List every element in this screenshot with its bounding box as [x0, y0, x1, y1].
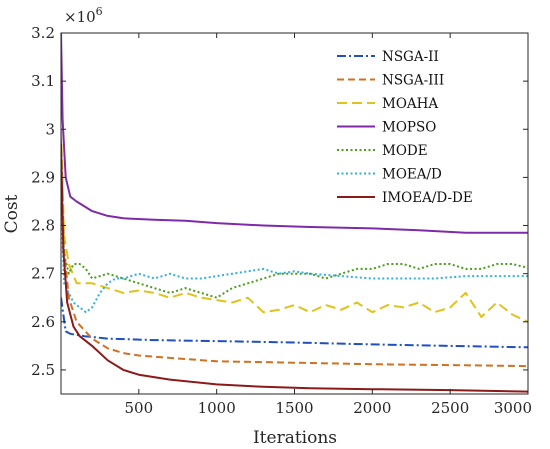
- x-tick-label: 3000: [494, 399, 532, 417]
- x-tick-label: 500: [125, 399, 154, 417]
- legend-label-3: MOAHA: [382, 96, 438, 112]
- series-line-1: [61, 297, 528, 349]
- x-tick-label: 2000: [353, 399, 391, 417]
- y-tick-label: 2.8: [31, 217, 55, 235]
- x-tick-label: 2500: [431, 399, 469, 417]
- legend-label-1: NSGA-II: [382, 49, 439, 65]
- series-line-5: [61, 186, 528, 299]
- legend-label-5: MODE: [382, 143, 428, 159]
- y-exponent-label: ×106: [64, 5, 103, 26]
- y-tick-label: 2.6: [31, 313, 55, 331]
- y-tick-label: 3.1: [31, 72, 55, 90]
- series-line-4: [61, 33, 528, 234]
- x-axis-title: Iterations: [253, 428, 337, 448]
- legend-label-6: MOEA/D: [382, 167, 442, 183]
- x-tick-label: 1500: [275, 399, 313, 417]
- axes-frame: [60, 32, 529, 395]
- y-tick-label: 2.9: [31, 168, 55, 186]
- x-axis: 500 1000 1500 2000 2500 3000: [125, 33, 532, 417]
- y-axis-title: Cost: [2, 194, 22, 233]
- y-tick-label: 2.7: [31, 265, 55, 283]
- series-line-2: [61, 138, 528, 368]
- y-tick-label: 2.5: [31, 361, 55, 379]
- legend-label-2: NSGA-III: [382, 73, 444, 89]
- legend-label-4: MOPSO: [382, 120, 436, 136]
- series-line-6: [61, 201, 528, 314]
- y-tick-label: 3.2: [31, 24, 55, 42]
- x-tick-label: 1000: [198, 399, 236, 417]
- y-axis: 2.5 2.6 2.7 2.8 2.9 3 3.1 3.2: [31, 24, 528, 379]
- y-tick-label: 3: [45, 120, 55, 138]
- legend-label-7: IMOEA/D-DE: [382, 190, 473, 206]
- legend: NSGA-II NSGA-III MOAHA MOPSO MODE MOEA/D IMOEA…: [337, 49, 473, 206]
- plot-area: [60, 32, 529, 395]
- series-line-7: [61, 143, 528, 393]
- series-line-3: [61, 129, 528, 323]
